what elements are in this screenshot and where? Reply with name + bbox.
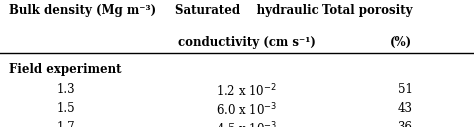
Text: 6.0 x 10$^{-3}$: 6.0 x 10$^{-3}$ (216, 102, 277, 118)
Text: 4.5 x 10$^{-3}$: 4.5 x 10$^{-3}$ (216, 121, 277, 127)
Text: 1.2 x 10$^{-2}$: 1.2 x 10$^{-2}$ (216, 83, 277, 99)
Text: Bulk density (Mg m⁻³): Bulk density (Mg m⁻³) (9, 4, 156, 17)
Text: 51: 51 (398, 83, 412, 96)
Text: 1.7: 1.7 (57, 121, 76, 127)
Text: 43: 43 (397, 102, 412, 115)
Text: conductivity (cm s⁻¹): conductivity (cm s⁻¹) (178, 36, 315, 49)
Text: 36: 36 (397, 121, 412, 127)
Text: 1.3: 1.3 (57, 83, 76, 96)
Text: Total porosity: Total porosity (322, 4, 412, 17)
Text: 1.5: 1.5 (57, 102, 76, 115)
Text: Field experiment: Field experiment (9, 64, 122, 76)
Text: Saturated    hydraulic: Saturated hydraulic (174, 4, 319, 17)
Text: (%): (%) (390, 36, 412, 49)
